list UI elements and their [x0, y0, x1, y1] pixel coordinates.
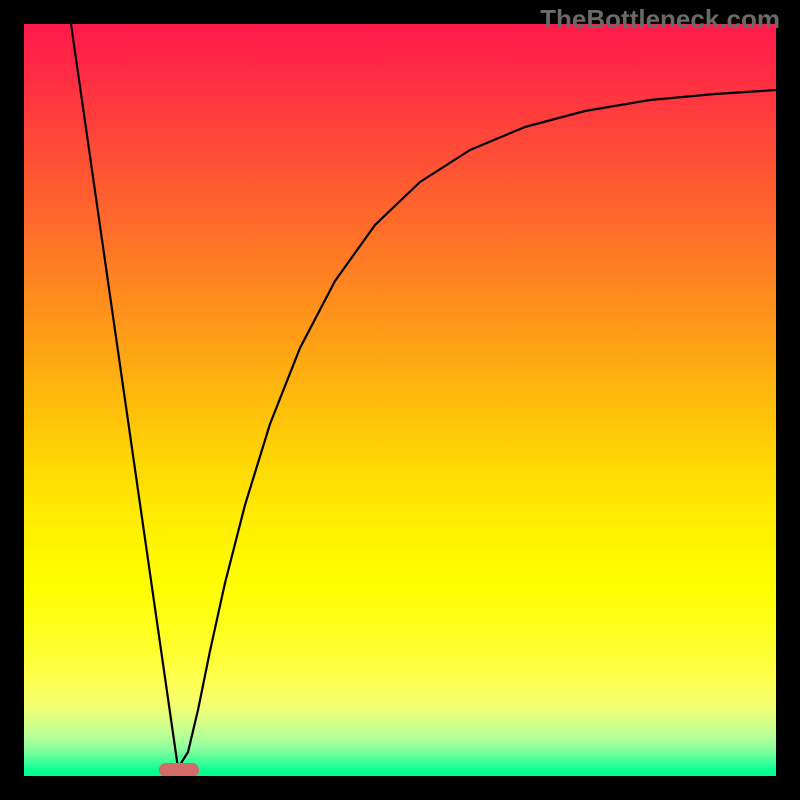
minimum-marker — [159, 763, 199, 777]
watermark-text: TheBottleneck.com — [540, 4, 780, 35]
chart-svg — [0, 0, 800, 800]
gradient-background — [24, 24, 776, 776]
bottleneck-chart: TheBottleneck.com — [0, 0, 800, 800]
